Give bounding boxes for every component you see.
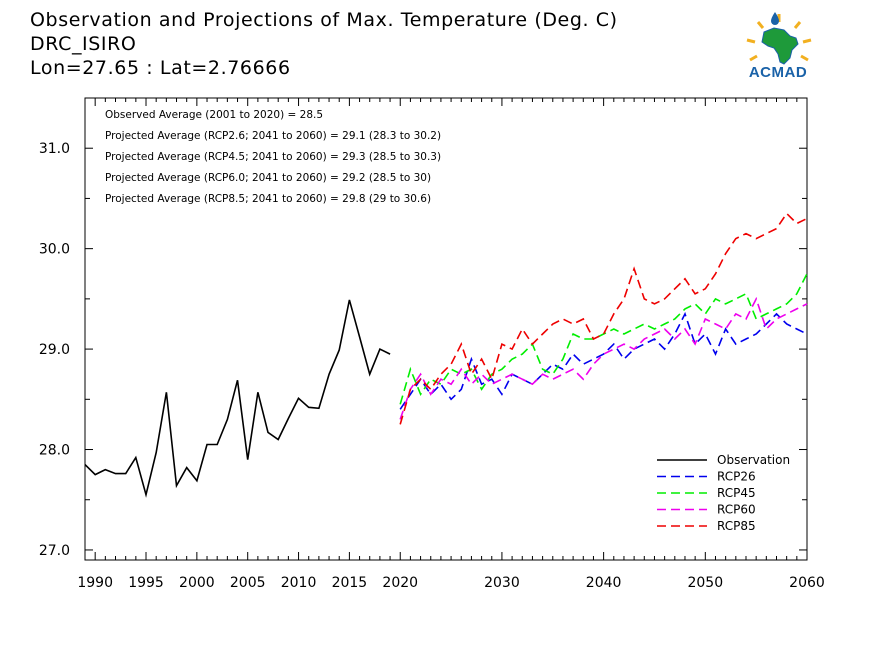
annotation-observed-average: Observed Average (2001 to 2020) = 28.5 xyxy=(105,109,323,121)
legend-label-rcp26: RCP26 xyxy=(717,470,756,484)
x-tick-label: 2000 xyxy=(179,575,215,591)
legend: Observation RCP26 RCP45 RCP60 RCP85 xyxy=(657,453,790,533)
logo-text: ACMAD xyxy=(748,64,808,81)
annotation-rcp60-average: Projected Average (RCP6.0; 2041 to 2060)… xyxy=(105,172,431,184)
sun-rays-icon xyxy=(746,14,812,62)
series-line-rcp26 xyxy=(399,311,808,410)
y-axis-tick-labels: 27.0 28.0 29.0 30.0 31.0 xyxy=(39,141,70,559)
x-tick-label: 1995 xyxy=(128,575,164,591)
series-line-rcp60 xyxy=(399,296,808,420)
africa-map-icon xyxy=(761,27,799,65)
legend-label-rcp60: RCP60 xyxy=(717,503,756,517)
legend-label-observation: Observation xyxy=(717,453,790,467)
acmad-logo xyxy=(746,12,812,65)
axis-ticks xyxy=(84,98,808,560)
x-tick-label: 1990 xyxy=(77,575,113,591)
annotation-block: Observed Average (2001 to 2020) = 28.5 P… xyxy=(105,109,441,205)
x-axis-tick-labels: 1990 1995 2000 2005 2010 2015 2020 2030 2040 2050… xyxy=(77,575,824,591)
annotation-rcp85-average: Projected Average (RCP8.5; 2041 to 2060)… xyxy=(105,193,431,205)
x-tick-label: 2005 xyxy=(230,575,266,591)
x-tick-label: 2015 xyxy=(332,575,368,591)
series-line-rcp85 xyxy=(399,212,808,425)
y-tick-label: 27.0 xyxy=(39,543,70,559)
annotation-rcp45-average: Projected Average (RCP4.5; 2041 to 2060)… xyxy=(105,151,441,163)
y-tick-label: 31.0 xyxy=(39,141,70,157)
plot-frame xyxy=(84,97,808,561)
chart-title-block: Observation and Projections of Max. Temp… xyxy=(30,8,618,80)
water-drop-icon xyxy=(771,12,779,25)
series-lines xyxy=(84,212,808,498)
x-tick-label: 2040 xyxy=(586,575,622,591)
x-tick-label: 2020 xyxy=(382,575,418,591)
chart-subtitle-coordinates: Lon=27.65 : Lat=2.76666 xyxy=(30,57,291,79)
chart-title: Observation and Projections of Max. Temp… xyxy=(30,9,618,31)
series-line-observation xyxy=(84,299,391,498)
chart-subtitle-location: DRC_ISIRO xyxy=(30,33,137,55)
x-tick-label: 2060 xyxy=(789,575,825,591)
annotation-rcp26-average: Projected Average (RCP2.6; 2041 to 2060)… xyxy=(105,130,441,142)
legend-label-rcp85: RCP85 xyxy=(717,519,756,533)
series-line-rcp45 xyxy=(399,273,808,405)
y-tick-label: 30.0 xyxy=(39,242,70,258)
x-tick-label: 2010 xyxy=(281,575,317,591)
y-tick-label: 28.0 xyxy=(39,443,70,459)
y-tick-label: 29.0 xyxy=(39,342,70,358)
x-tick-label: 2050 xyxy=(687,575,723,591)
x-tick-label: 2030 xyxy=(484,575,520,591)
legend-label-rcp45: RCP45 xyxy=(717,486,756,500)
